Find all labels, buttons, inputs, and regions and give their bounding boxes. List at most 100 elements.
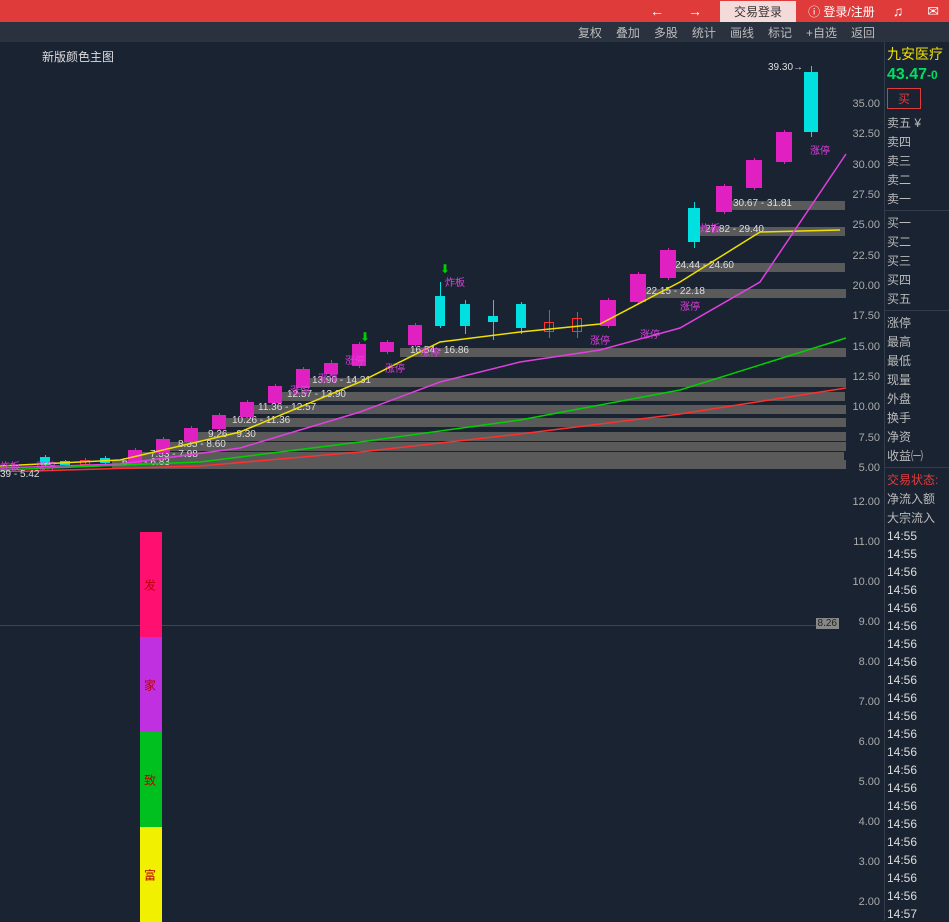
upper-chart[interactable]: 新版颜色主图 35.0032.5030.0027.5025.0022.5020.…	[0, 42, 884, 472]
candle	[435, 282, 445, 328]
lower-yaxis-tick: 6.00	[859, 736, 880, 748]
lower-yaxis-tick: 9.00	[859, 616, 880, 628]
candle	[460, 300, 470, 334]
side-panel: 九安医疗 43.47-0 买 卖五 ¥卖四卖三卖二卖一 买一买二买三买四买五 涨…	[884, 42, 949, 921]
buy-button[interactable]: 买	[887, 88, 921, 109]
tick-time: 14:56	[885, 851, 949, 869]
limit-label: 涨停	[318, 370, 338, 385]
tool-fuquan[interactable]: 复权	[572, 23, 608, 42]
upper-yaxis-tick: 17.50	[852, 310, 880, 322]
main-chart-area: 新版颜色主图 35.0032.5030.0027.5025.0022.5020.…	[0, 42, 884, 921]
price-range-label: 30.67 - 31.81	[733, 198, 792, 209]
indicator-block: 家	[140, 637, 162, 732]
hline-value: 8.26	[816, 618, 839, 629]
indicator-block: 富	[140, 827, 162, 922]
tick-time: 14:56	[885, 725, 949, 743]
price-range-bar	[302, 378, 846, 387]
lower-yaxis-tick: 4.00	[859, 816, 880, 828]
stock-price: 43.47-0	[885, 66, 949, 84]
candle	[128, 448, 142, 466]
limit-label: 涨停	[680, 298, 700, 313]
info-row: 现量	[885, 370, 949, 389]
indicator-hline	[0, 625, 830, 626]
tick-time: 14:56	[885, 599, 949, 617]
tool-stats[interactable]: 统计	[686, 23, 722, 42]
price-range-bar	[222, 418, 846, 427]
mail-icon[interactable]: ✉	[921, 3, 945, 20]
info-row: 收益㈠	[885, 446, 949, 465]
lower-yaxis-tick: 2.00	[859, 896, 880, 908]
lower-yaxis-tick: 7.00	[859, 696, 880, 708]
limit-label: 涨停	[385, 360, 405, 375]
tick-time: 14:56	[885, 869, 949, 887]
trade-status-label: 交易状态:	[885, 470, 949, 489]
upper-yaxis-tick: 27.50	[852, 189, 880, 201]
login-register-link[interactable]: ⓘ 登录/注册	[808, 3, 875, 20]
info-row: 涨停	[885, 313, 949, 332]
tick-time: 14:56	[885, 815, 949, 833]
tick-time: 14:56	[885, 797, 949, 815]
ask-row: 卖二	[885, 170, 949, 189]
candle	[716, 184, 732, 214]
tick-time: 14:56	[885, 635, 949, 653]
candle	[776, 130, 792, 164]
tool-mark[interactable]: 标记	[762, 23, 798, 42]
lower-yaxis-tick: 8.00	[859, 656, 880, 668]
limit-label: 炸板	[445, 274, 465, 289]
lower-chart[interactable]: 12.0011.0010.009.008.007.006.005.004.003…	[0, 482, 884, 922]
price-range-bar	[248, 405, 846, 414]
lower-yaxis-tick: 10.00	[852, 576, 880, 588]
tick-time: 14:56	[885, 563, 949, 581]
tick-time: 14:56	[885, 779, 949, 797]
lower-yaxis-tick: 12.00	[852, 496, 880, 508]
limit-label: 炸板	[700, 220, 720, 235]
headset-icon[interactable]: ♫	[887, 3, 910, 19]
price-range-bar	[277, 392, 845, 401]
lower-yaxis-tick: 5.00	[859, 776, 880, 788]
price-range-bar	[198, 432, 846, 441]
tick-time: 14:56	[885, 617, 949, 635]
tick-time: 14:56	[885, 581, 949, 599]
limit-label: 涨停	[345, 352, 365, 367]
tool-return[interactable]: 返回	[845, 23, 881, 42]
info-row: 最低	[885, 351, 949, 370]
limit-label: 涨停	[420, 344, 440, 359]
candle	[380, 340, 394, 354]
tick-time: 14:56	[885, 743, 949, 761]
tick-time: 14:56	[885, 707, 949, 725]
indicator-block-label: 家	[144, 676, 156, 693]
upper-yaxis-tick: 22.50	[852, 250, 880, 262]
nav-back-icon[interactable]: ←	[644, 3, 670, 19]
info-row: 换手	[885, 408, 949, 427]
nav-forward-icon[interactable]: →	[682, 3, 708, 19]
upper-yaxis-tick: 32.50	[852, 128, 880, 140]
tick-time: 14:56	[885, 653, 949, 671]
tool-draw[interactable]: 画线	[724, 23, 760, 42]
arrow-down-icon: ⬇	[440, 262, 450, 276]
price-range-label: 24.44 - 24.60	[675, 260, 734, 271]
candle	[572, 312, 582, 338]
tick-time: 14:57	[885, 905, 949, 921]
tab-trade-login[interactable]: 交易登录	[720, 1, 796, 22]
candle	[100, 456, 110, 464]
flow-row: 净流入额	[885, 489, 949, 508]
bid-row: 买一	[885, 213, 949, 232]
limit-label: 涨停	[590, 332, 610, 347]
upper-yaxis-tick: 15.00	[852, 341, 880, 353]
tool-multi[interactable]: 多股	[648, 23, 684, 42]
upper-yaxis-tick: 5.00	[859, 462, 880, 474]
candle	[630, 272, 646, 304]
limit-label: 涨停	[810, 142, 830, 157]
limit-label: 涨停	[290, 382, 310, 397]
candle	[184, 426, 198, 443]
login-text: 登录/注册	[823, 5, 874, 19]
tool-overlay[interactable]: 叠加	[610, 23, 646, 42]
upper-yaxis-tick: 25.00	[852, 219, 880, 231]
candle	[60, 460, 70, 466]
price-range-bar	[112, 460, 846, 469]
tool-addfav[interactable]: +自选	[800, 23, 843, 42]
bid-row: 买二	[885, 232, 949, 251]
info-row: 外盘	[885, 389, 949, 408]
bid-row: 买四	[885, 270, 949, 289]
indicator-block: 发	[140, 532, 162, 637]
